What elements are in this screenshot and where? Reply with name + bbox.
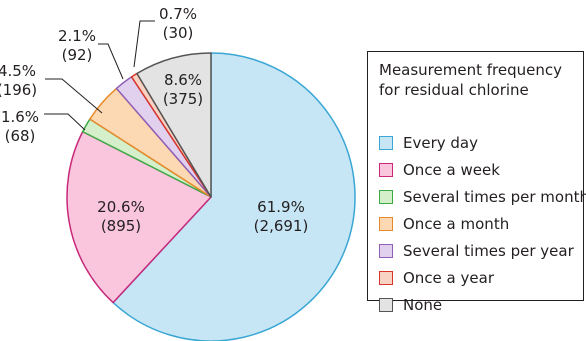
legend-item-several-times-per-month: Several times per month (379, 187, 586, 207)
legend-label: Several times per month (403, 188, 586, 206)
legend-swatch-once-a-year (379, 271, 393, 285)
data-label-count-every-day: (2,691) (254, 217, 309, 235)
legend-swatch-none (379, 298, 393, 312)
legend-item-none: None (379, 295, 442, 315)
legend-swatch-several-times-per-month (379, 190, 393, 204)
data-label-percent-none: 8.6% (164, 71, 202, 89)
data-label-count-several-times-per-month: (68) (5, 127, 36, 145)
data-label-percent-once-a-year: 0.7% (159, 5, 197, 23)
legend-item-once-a-month: Once a month (379, 214, 509, 234)
data-label-percent-once-a-month: 4.5% (0, 62, 36, 80)
legend-label: Once a year (403, 269, 494, 287)
legend-item-several-times-per-year: Several times per year (379, 241, 574, 261)
legend: Measurement frequency for residual chlor… (367, 51, 586, 314)
legend-item-once-a-year: Once a year (379, 268, 494, 288)
legend-label: Once a week (403, 161, 500, 179)
legend-swatch-once-a-month (379, 217, 393, 231)
leader-line-once-a-month (45, 78, 103, 114)
leader-line-several-times-per-month (44, 113, 86, 131)
legend-swatch-every-day (379, 136, 393, 150)
leader-line-once-a-year (133, 20, 155, 68)
data-label-percent-several-times-per-year: 2.1% (58, 27, 96, 45)
data-label-percent-once-a-week: 20.6% (97, 198, 145, 216)
data-label-percent-several-times-per-month: 1.6% (1, 108, 39, 126)
data-label-count-once-a-week: (895) (101, 217, 141, 235)
pie-slice-every-day (112, 52, 356, 341)
data-label-count-once-a-year: (30) (163, 24, 194, 42)
data-label-count-none: (375) (163, 90, 203, 108)
legend-label: Several times per year (403, 242, 574, 260)
data-label-percent-every-day: 61.9% (257, 198, 305, 216)
pie-slice-once-a-week (66, 130, 212, 304)
legend-label: Every day (403, 134, 478, 152)
legend-label: None (403, 296, 443, 314)
legend-swatch-several-times-per-year (379, 244, 393, 258)
legend-title: Measurement frequency for residual chlor… (379, 61, 562, 99)
leader-line-several-times-per-year (98, 43, 124, 80)
pie-slice-none (136, 52, 212, 198)
legend-label: Once a month (403, 215, 510, 233)
legend-item-every-day: Every day (379, 133, 478, 153)
legend-swatch-once-a-week (379, 163, 393, 177)
data-label-count-several-times-per-year: (92) (62, 46, 93, 64)
data-label-count-once-a-month: (196) (0, 81, 37, 99)
legend-item-once-a-week: Once a week (379, 160, 500, 180)
